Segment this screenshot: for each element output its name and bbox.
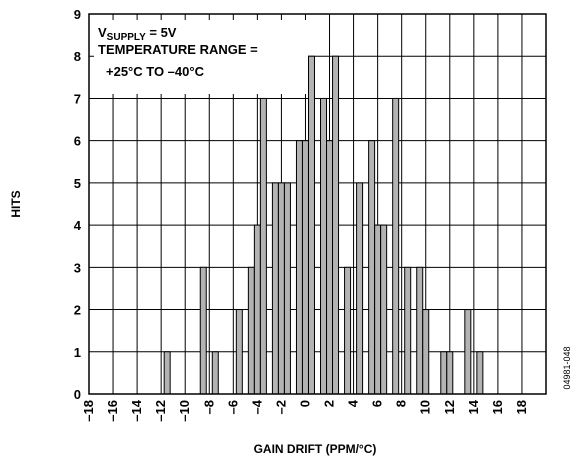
histogram-bar <box>368 140 376 395</box>
x-tick-label: –18 <box>81 400 96 422</box>
histogram-bar <box>307 55 315 395</box>
y-tick-label: 4 <box>74 218 82 233</box>
histogram-bar <box>374 224 382 395</box>
x-tick-label: 8 <box>394 400 409 407</box>
y-tick-label: 7 <box>74 91 81 106</box>
histogram-bar <box>332 55 340 395</box>
histogram-bar <box>476 351 484 395</box>
histogram-bar <box>416 266 424 395</box>
histogram-bar <box>380 224 388 395</box>
histogram-bar <box>283 182 291 395</box>
x-tick-label: –12 <box>153 400 168 422</box>
histogram-bar <box>440 351 448 395</box>
x-tick-label: 4 <box>346 399 361 407</box>
x-tick-label: 2 <box>322 400 337 407</box>
x-tick-label: 16 <box>490 400 505 414</box>
histogram-bar <box>277 182 285 395</box>
temperature-range-annotation: TEMPERATURE RANGE = <box>98 42 258 57</box>
histogram-bar <box>301 140 309 395</box>
x-tick-label: –8 <box>201 400 216 414</box>
x-tick-label: 12 <box>442 400 457 414</box>
supply-annotation: VSUPPLY = 5V <box>98 25 177 43</box>
x-tick-label: –6 <box>225 400 240 414</box>
histogram-bar <box>199 266 207 395</box>
histogram-bar <box>464 309 472 395</box>
y-tick-label: 2 <box>74 303 81 318</box>
histogram-bar <box>392 97 400 395</box>
histogram-bars <box>163 55 484 395</box>
histogram-bar <box>163 351 171 395</box>
histogram-bar <box>356 182 364 395</box>
histogram-bar <box>211 351 219 395</box>
histogram-bar <box>253 224 261 395</box>
x-tick-label: –2 <box>273 400 288 414</box>
histogram-bar <box>247 266 255 395</box>
histogram-bar <box>404 266 412 395</box>
y-tick-label: 8 <box>74 49 81 64</box>
histogram-bar <box>271 182 279 395</box>
histogram-bar <box>295 140 303 395</box>
figure-id: 04981-048 <box>562 346 572 389</box>
x-tick-label: –4 <box>249 399 264 414</box>
histogram-bar <box>320 97 328 395</box>
x-tick-label: –10 <box>177 400 192 422</box>
x-tick-label: 18 <box>514 400 529 414</box>
y-tick-label: 6 <box>74 134 81 149</box>
y-tick-label: 5 <box>74 176 81 191</box>
x-tick-label: 10 <box>418 400 433 414</box>
x-tick-label: 0 <box>297 400 312 407</box>
y-axis-title: HITS <box>9 190 23 217</box>
y-tick-label: 1 <box>74 345 81 360</box>
x-tick-label: –14 <box>129 399 144 421</box>
histogram-bar <box>259 97 267 395</box>
temperature-range-values: +25°C TO –40°C <box>106 64 205 79</box>
annotation-background <box>94 20 308 94</box>
histogram-bar <box>422 309 430 395</box>
y-tick-label: 9 <box>74 7 81 22</box>
x-tick-label: –16 <box>105 400 120 422</box>
x-tick-label: 14 <box>466 399 481 414</box>
histogram-bar <box>344 266 352 395</box>
plot-frame <box>88 13 547 395</box>
histogram-bar <box>235 309 243 395</box>
y-tick-label: 3 <box>74 260 81 275</box>
x-tick-label: 6 <box>370 400 385 407</box>
histogram-bar <box>446 351 454 395</box>
y-tick-label: 0 <box>74 387 81 402</box>
histogram-bar <box>326 140 334 395</box>
x-axis-title: GAIN DRIFT (PPM/°C) <box>254 442 377 456</box>
